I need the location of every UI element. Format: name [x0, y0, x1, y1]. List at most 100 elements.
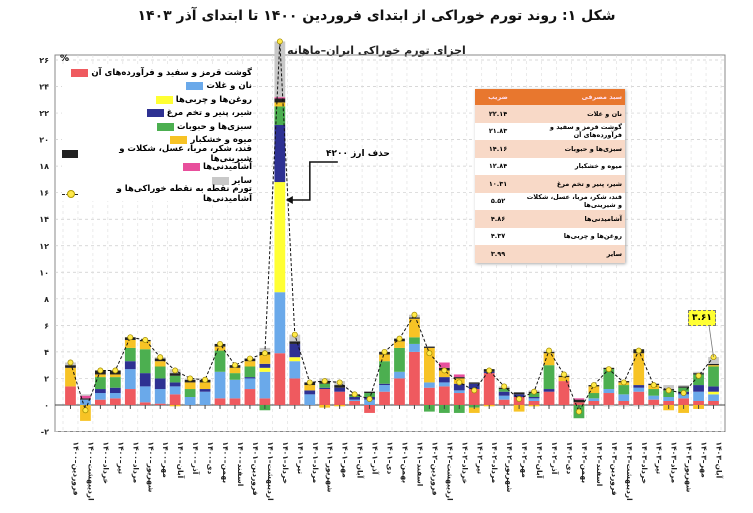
- bar-segment: [678, 394, 689, 399]
- bar-segment: [588, 400, 600, 405]
- total-inflation-point: [112, 367, 119, 374]
- x-tick-label: ۱۴۰۰–دی: [206, 442, 215, 475]
- bar-segment: [334, 385, 346, 388]
- bar-segment: [424, 346, 435, 348]
- row-name: سایر: [606, 249, 622, 258]
- bar-segment: [259, 398, 271, 405]
- bar-segment: [663, 385, 675, 390]
- bar-segment: [468, 383, 480, 390]
- bar-segment: [379, 361, 390, 384]
- bar-segment: [289, 341, 301, 344]
- x-tick-label: ۱۴۰۰–اردیبهشت: [86, 442, 95, 501]
- x-tick-label: ۱۴۰۱–دی: [386, 442, 395, 475]
- bar-segment: [633, 391, 645, 405]
- bar-segment: [453, 374, 465, 378]
- bar-segment: [274, 125, 286, 183]
- bar-segment: [693, 385, 704, 392]
- x-tick-label: ۱۴۰۲–مرداد: [490, 442, 499, 484]
- bar-segment: [229, 367, 241, 374]
- bar-segment: [409, 343, 420, 352]
- bar-segment: [453, 377, 465, 379]
- legend-swatch: [71, 68, 89, 77]
- bar-segment: [453, 393, 465, 405]
- bar-segment: [678, 386, 689, 388]
- y-tick-label: ۴: [44, 348, 49, 357]
- bar-segment: [124, 361, 136, 370]
- total-inflation-point: [291, 331, 298, 338]
- x-tick-label: ۱۴۰۲–بهمن: [580, 442, 589, 484]
- bar-segment: [648, 389, 660, 396]
- legend-label: نان و غلات: [206, 81, 252, 92]
- bar-segment: [573, 398, 585, 400]
- bar-segment: [259, 371, 271, 399]
- bar-segment: [364, 391, 375, 392]
- bar-segment: [80, 399, 91, 405]
- total-inflation-point: [157, 354, 164, 361]
- bar-segment: [154, 378, 166, 390]
- total-inflation-point: [471, 387, 478, 394]
- bar-segment: [588, 386, 600, 394]
- table-row: ۱۲.۸۴ میوه و خشکبار: [475, 157, 625, 175]
- bar-segment: [379, 383, 390, 386]
- legend-item: روغن‌ها و چربی‌ها: [62, 93, 252, 107]
- x-tick-label: ۱۴۰۰–مهر: [161, 442, 170, 479]
- bar-segment: [214, 346, 226, 351]
- x-tick-label: ۱۴۰۱–فروردین: [251, 442, 260, 496]
- legend-swatch: [146, 109, 164, 118]
- bar-segment: [139, 373, 151, 387]
- bar-segment: [708, 365, 719, 367]
- bar-segment: [618, 400, 630, 405]
- bar-segment: [603, 389, 615, 394]
- bar-segment: [633, 387, 645, 392]
- bar-segment: [409, 337, 420, 344]
- x-tick-label: ۱۴۰۰–اسفند: [236, 442, 245, 487]
- row-name: شیر، پنیر و تخم مرغ: [556, 179, 622, 188]
- y-tick-label: ۲۴: [39, 83, 49, 92]
- row-weight: ۲۱.۸۳: [488, 127, 508, 136]
- bar-segment: [199, 391, 211, 405]
- bar-segment: [319, 383, 331, 388]
- bar-segment: [274, 182, 286, 293]
- bar-segment: [244, 361, 256, 367]
- legend-label: روغن‌ها و چربی‌ها: [175, 94, 252, 105]
- table-row: ۴.۳۷ روغن‌ها و چربی‌ها: [475, 227, 625, 245]
- bar-segment: [259, 354, 271, 364]
- bar-segment: [169, 386, 181, 395]
- total-inflation-point: [650, 382, 657, 389]
- bar-segment: [80, 394, 91, 396]
- bar-segment: [424, 347, 435, 383]
- legend-item: گوشت قرمز و سفید و فرآورده‌های آن: [62, 66, 252, 80]
- bar-segment: [708, 363, 719, 366]
- total-inflation-point: [396, 335, 403, 342]
- bar-segment: [663, 400, 675, 405]
- legend-item: میوه و خشکبار: [62, 134, 252, 148]
- bar-segment: [394, 347, 405, 372]
- bar-segment: [468, 407, 480, 413]
- total-inflation-point: [366, 396, 373, 402]
- bar-segment: [289, 343, 301, 358]
- x-tick-label: ۱۴۰۰–خرداد: [101, 442, 110, 484]
- bar-segment: [259, 347, 271, 352]
- total-inflation-point: [321, 378, 328, 385]
- bar-segment: [409, 351, 420, 405]
- bar-segment: [184, 397, 196, 405]
- row-weight: ۱۰.۳۱: [488, 179, 508, 188]
- chart-title: اجزای تورم خوراکی ایران–ماهانه: [287, 44, 466, 57]
- bar-segment: [424, 387, 435, 405]
- row-weight: ۴.۸۶: [490, 214, 506, 223]
- bar-segment: [154, 361, 166, 367]
- total-inflation-point: [531, 388, 538, 395]
- bar-segment: [259, 363, 271, 368]
- bar-segment: [379, 354, 390, 362]
- bar-segment: [169, 382, 181, 387]
- total-inflation-point: [217, 340, 223, 347]
- total-inflation-point: [486, 367, 493, 374]
- legend-label: قند، شکر، مربا، عسل، شکلات و شیرینی‌ها: [119, 143, 252, 164]
- bar-segment: [678, 385, 689, 387]
- legend-label: میوه و خشکبار: [190, 135, 252, 146]
- header-basket: سبد مصرفی: [581, 93, 622, 101]
- bar-segment: [304, 385, 316, 391]
- bar-segment: [528, 398, 540, 401]
- x-tick-label: ۱۴۰۳–تیر: [655, 442, 664, 475]
- x-tick-label: ۱۴۰۱–شهریور: [326, 442, 335, 493]
